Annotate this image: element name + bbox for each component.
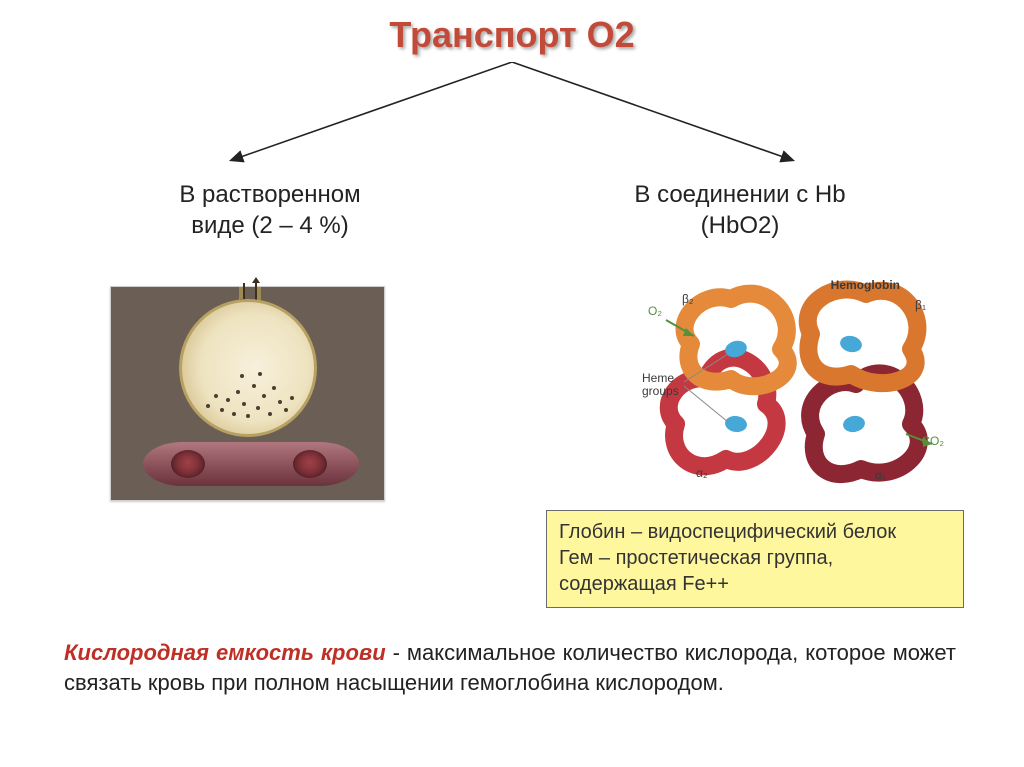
hb-beta1-label: β₁ <box>915 298 926 312</box>
hb-alpha2-label: α₂ <box>696 466 708 480</box>
hb-o2-label: O₂ <box>648 304 662 318</box>
hemoglobin-illustration: Hemoglobin β₂ β₁ α₂ α₁ Heme groups O₂ CO… <box>636 274 940 490</box>
definition-term: Кислородная емкость крови <box>64 640 386 665</box>
gas-particles <box>200 364 300 424</box>
arrow-right <box>512 62 792 160</box>
heme-icon <box>839 334 864 354</box>
red-blood-cell <box>171 450 205 478</box>
note-line3: содержащая Fe++ <box>559 571 951 597</box>
branch-right: В соединении с Hb (HbO2) <box>600 180 880 241</box>
note-line2: Гем – простетическая группа, <box>559 545 951 571</box>
heme-icon <box>842 414 866 434</box>
branch-right-line2: (HbO2) <box>600 211 880 242</box>
branch-left-line2: виде (2 – 4 %) <box>130 211 410 242</box>
branch-left: В растворенном виде (2 – 4 %) <box>130 180 410 241</box>
note-line1: Глобин – видоспецифический белок <box>559 519 951 545</box>
hb-heme-label: Heme groups <box>642 372 688 397</box>
page-title: Транспорт О2 <box>0 14 1024 56</box>
hb-title: Hemoglobin <box>831 278 900 292</box>
branch-left-line1: В растворенном <box>130 180 410 211</box>
heme-icon <box>724 415 748 434</box>
globin-note: Глобин – видоспецифический белок Гем – п… <box>546 510 964 608</box>
definition-paragraph: Кислородная емкость крови - максимальное… <box>64 638 956 699</box>
hb-alpha1-label: α₁ <box>875 468 886 482</box>
airflow-out-arrow <box>255 283 257 301</box>
red-blood-cell <box>293 450 327 478</box>
alveolus <box>179 299 317 437</box>
split-arrows <box>220 62 804 172</box>
capillary <box>143 442 359 486</box>
hb-co2-label: CO₂ <box>921 434 944 448</box>
hb-beta2-label: β₂ <box>682 292 694 306</box>
branch-right-line1: В соединении с Hb <box>600 180 880 211</box>
arrow-left <box>232 62 512 160</box>
alveolus-illustration <box>110 286 385 501</box>
